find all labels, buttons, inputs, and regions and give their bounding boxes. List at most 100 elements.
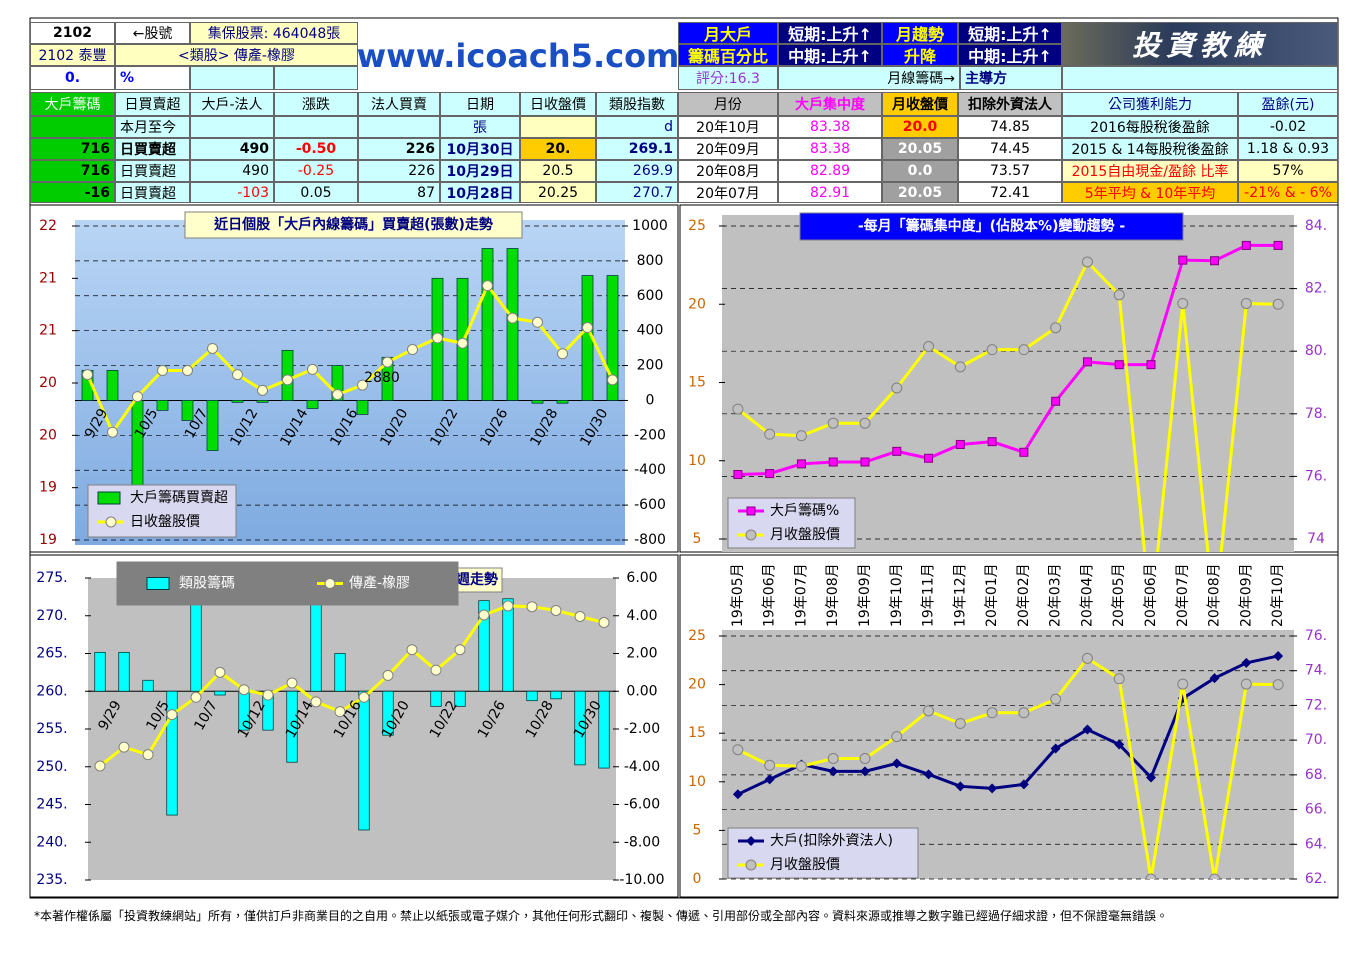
marker bbox=[1146, 360, 1156, 370]
table-cell: 月大戶 bbox=[678, 22, 778, 44]
bar bbox=[356, 400, 369, 415]
marker bbox=[1050, 743, 1061, 754]
tick-label: 1000 bbox=[632, 218, 668, 234]
table-cell: 83.38 bbox=[778, 138, 882, 160]
marker bbox=[1114, 360, 1124, 370]
legend-swatch bbox=[97, 491, 121, 505]
marker bbox=[557, 348, 568, 360]
bar bbox=[358, 690, 370, 831]
table-cell: 日買賣超 bbox=[115, 160, 190, 182]
table-cell bbox=[274, 66, 358, 90]
table-cell: 73.57 bbox=[958, 160, 1062, 182]
x-tick-label: 20年06月 bbox=[1143, 563, 1159, 627]
marker bbox=[1019, 447, 1029, 457]
table-cell: 日買賣超 bbox=[115, 138, 190, 160]
marker bbox=[828, 766, 839, 777]
table-cell bbox=[30, 116, 115, 138]
marker bbox=[1018, 707, 1030, 719]
marker bbox=[1051, 396, 1061, 406]
marker bbox=[1050, 322, 1062, 334]
tick-label: 20 bbox=[688, 296, 706, 312]
table-cell: 主導方 bbox=[960, 66, 1062, 90]
x-tick-label: 20年03月 bbox=[1048, 563, 1064, 627]
bar bbox=[382, 690, 394, 736]
table-cell bbox=[1062, 66, 1338, 90]
marker bbox=[1272, 679, 1284, 691]
table-cell: 490 bbox=[190, 138, 274, 160]
table-cell: 扣除外資法人 bbox=[958, 92, 1062, 116]
marker bbox=[746, 506, 756, 516]
table-cell: 87 bbox=[358, 182, 440, 203]
chart-title: -每月「籌碼集中度」(佔股本%)變動趨勢 - bbox=[858, 218, 1126, 235]
table-cell bbox=[520, 116, 596, 138]
tick-label: 70. bbox=[1305, 732, 1327, 748]
legend-label: 類股籌碼 bbox=[179, 576, 235, 592]
table-cell bbox=[274, 116, 358, 138]
bar bbox=[481, 248, 494, 401]
marker bbox=[1209, 673, 1220, 684]
marker bbox=[1241, 657, 1252, 668]
marker bbox=[507, 312, 518, 324]
x-tick-label: 20年07月 bbox=[1175, 563, 1191, 627]
table-cell: 投資教練 bbox=[1062, 22, 1338, 66]
marker bbox=[733, 470, 743, 480]
marker bbox=[986, 707, 998, 719]
tick-label: 0.00 bbox=[626, 683, 657, 699]
table-cell: 269.9 bbox=[596, 160, 678, 182]
table-cell: -16 bbox=[30, 182, 115, 203]
table-cell: www.icoach5.com bbox=[358, 22, 678, 90]
tick-label: 72. bbox=[1305, 697, 1327, 713]
table-cell: % bbox=[115, 66, 190, 90]
tick-label: 235. bbox=[36, 872, 67, 888]
table-cell: 20.05 bbox=[882, 138, 958, 160]
marker bbox=[190, 691, 202, 703]
legend-box bbox=[727, 827, 919, 879]
marker bbox=[827, 752, 839, 764]
table-cell: 日買賣超 bbox=[115, 92, 190, 116]
legend-label: 大戶籌碼% bbox=[770, 503, 839, 519]
tick-label: 80. bbox=[1305, 343, 1327, 359]
bar bbox=[142, 679, 154, 692]
x-tick-label: 20年04月 bbox=[1079, 563, 1095, 627]
marker bbox=[1178, 255, 1188, 265]
x-tick-label: 20年08月 bbox=[1207, 563, 1223, 627]
line bbox=[737, 243, 1279, 477]
marker bbox=[1146, 772, 1156, 783]
tick-label: 22 bbox=[39, 218, 57, 234]
x-tick-label: 20年01月 bbox=[984, 563, 1000, 627]
marker bbox=[1113, 289, 1125, 301]
marker bbox=[1273, 650, 1284, 661]
x-tick-label: 19年07月 bbox=[793, 563, 809, 627]
marker bbox=[232, 369, 243, 381]
marker bbox=[132, 391, 143, 403]
marker bbox=[94, 760, 106, 772]
table-cell: 0.05 bbox=[274, 182, 358, 203]
bar bbox=[526, 690, 538, 702]
tick-label: 245. bbox=[36, 797, 67, 813]
table-cell: 10月28日 bbox=[440, 182, 520, 203]
chart: 5 10 15 20 25 74 76. 78. 80. 82. 84. 19年05月 19年06月 19… bbox=[688, 212, 1327, 627]
table-cell: 集保股票: 464048張 bbox=[190, 22, 358, 44]
table-cell: -0.02 bbox=[1238, 116, 1338, 138]
marker bbox=[764, 428, 776, 440]
line bbox=[99, 604, 605, 768]
marker bbox=[310, 696, 322, 708]
chart-title: 近日個股「大戶內線籌碼」買賣超(張數)走勢 bbox=[213, 216, 493, 233]
tick-label: 800 bbox=[637, 253, 664, 269]
marker bbox=[1210, 256, 1220, 266]
footer: *本著作權係屬「投資教練網站」所有，僅供訂戶非商業目的之自用。禁止以紙張或電子媒… bbox=[34, 909, 1169, 923]
table-cell: 20. bbox=[520, 138, 596, 160]
tick-label: 400 bbox=[637, 323, 664, 339]
table-cell: 72.41 bbox=[958, 182, 1062, 203]
marker bbox=[454, 644, 466, 656]
table-cell: 日買賣超 bbox=[115, 182, 190, 203]
marker bbox=[357, 379, 368, 391]
tick-label: 6.00 bbox=[626, 570, 657, 586]
marker bbox=[1082, 357, 1092, 367]
tick-label: 76. bbox=[1305, 468, 1327, 484]
table-cell: 中期:上升↑ bbox=[778, 44, 882, 66]
x-tick-label: 19年10月 bbox=[889, 563, 905, 627]
bar bbox=[334, 653, 346, 692]
legend-label: 月收盤股價 bbox=[770, 856, 840, 873]
tick-label: -400 bbox=[634, 462, 666, 478]
